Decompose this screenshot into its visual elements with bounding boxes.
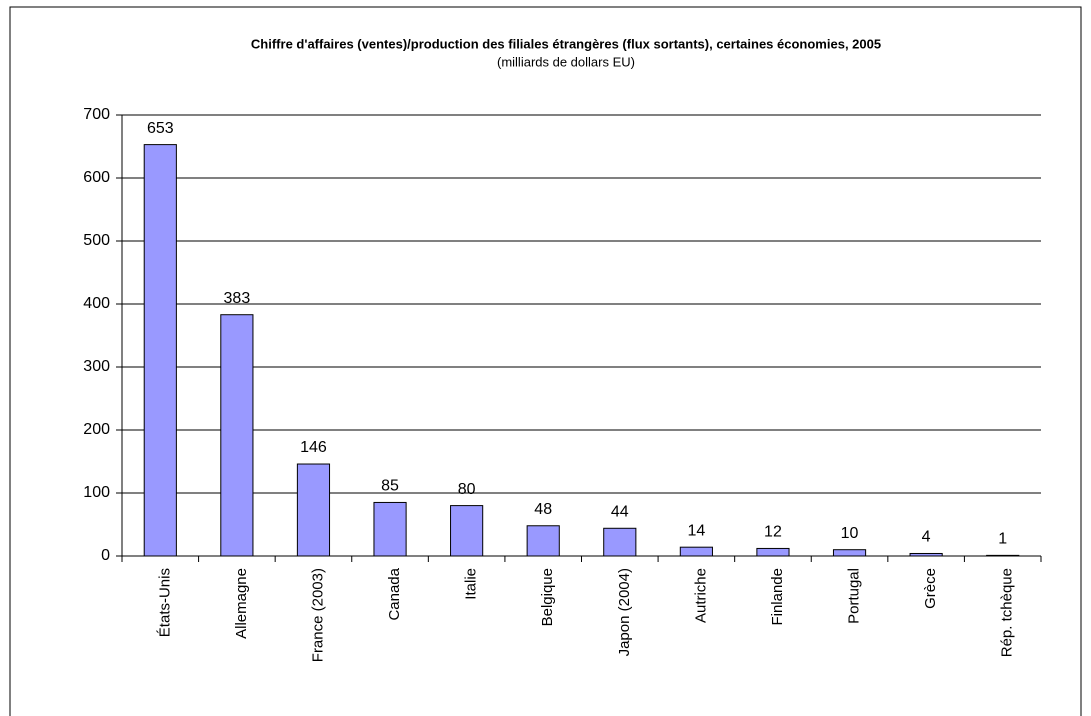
y-tick-label: 100 (83, 484, 110, 501)
bar (296, 463, 331, 557)
x-tick-label: Grèce (922, 568, 939, 609)
data-label: 383 (224, 290, 251, 307)
data-label: 653 (147, 120, 174, 137)
chart-title: Chiffre d'affaires (ventes)/production d… (251, 36, 881, 51)
data-label: 14 (687, 522, 705, 539)
chart-subtitle: (milliards de dollars EU) (497, 54, 635, 69)
x-tick-label: États-Unis (156, 568, 173, 637)
bar (526, 525, 560, 557)
data-label: 80 (458, 481, 476, 498)
bar (756, 547, 790, 557)
data-label: 44 (611, 503, 629, 520)
x-tick-label: France (2003) (309, 568, 326, 662)
x-tick-label: Canada (386, 567, 403, 620)
y-tick-label: 200 (83, 421, 110, 438)
y-tick-label: 0 (101, 547, 110, 564)
x-tick-label: Japon (2004) (616, 568, 633, 656)
bar (909, 552, 943, 557)
data-label: 146 (300, 439, 327, 456)
data-label: 1 (998, 531, 1007, 548)
chart-frame (9, 6, 1082, 716)
x-tick-label: Belgique (539, 568, 556, 626)
data-label: 10 (841, 525, 859, 542)
bar (373, 501, 407, 557)
x-tick-label: Italie (463, 568, 480, 600)
data-label: 48 (534, 501, 552, 518)
bar (450, 505, 484, 557)
bar (143, 144, 177, 557)
bar (603, 527, 637, 557)
data-label: 12 (764, 524, 782, 541)
bar (832, 549, 867, 557)
bar (679, 546, 713, 557)
y-tick-label: 700 (83, 106, 110, 123)
x-tick-label: Rép. tchèque (999, 568, 1016, 657)
y-tick-label: 600 (83, 169, 110, 186)
x-tick-label: Finlande (769, 568, 786, 626)
y-tick-label: 300 (83, 358, 110, 375)
data-label: 85 (381, 478, 399, 495)
x-tick-label: Portugal (846, 568, 863, 624)
y-tick-label: 400 (83, 295, 110, 312)
x-tick-label: Autriche (692, 568, 709, 623)
y-tick-label: 500 (83, 232, 110, 249)
x-tick-label: Allemagne (233, 568, 250, 639)
bar (986, 554, 1020, 557)
bar (220, 314, 254, 557)
data-label: 4 (922, 529, 931, 546)
